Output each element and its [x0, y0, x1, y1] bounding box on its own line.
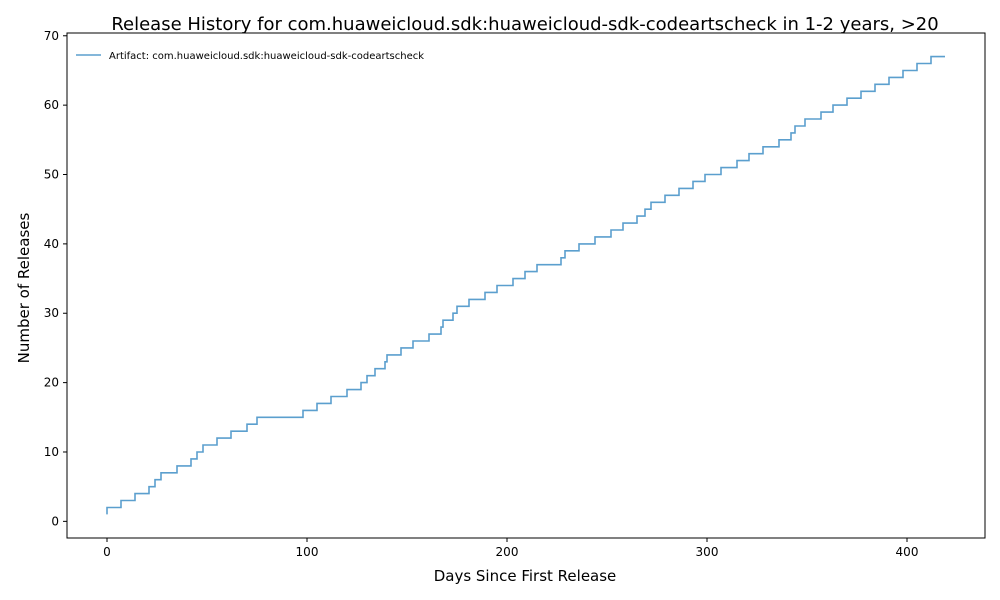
- x-tick-label: 0: [103, 545, 111, 559]
- x-axis: 0 100 200 300 400: [103, 538, 918, 559]
- series-line: [106, 55, 945, 515]
- legend-label: Artifact: com.huaweicloud.sdk:huaweiclou…: [109, 51, 424, 62]
- y-axis: 0 10 20 30 40 50 60 70: [44, 29, 67, 528]
- y-tick-label: 30: [44, 306, 59, 320]
- chart-title: Release History for com.huaweicloud.sdk:…: [111, 14, 938, 35]
- y-tick-label: 0: [51, 514, 59, 528]
- series-layer: [106, 55, 945, 515]
- x-tick-label: 400: [896, 545, 919, 559]
- y-tick-label: 60: [44, 98, 59, 112]
- y-tick-label: 40: [44, 237, 59, 251]
- x-tick-label: 200: [496, 545, 519, 559]
- y-tick-label: 10: [44, 445, 59, 459]
- y-tick-label: 70: [44, 29, 59, 43]
- x-axis-label: Days Since First Release: [434, 567, 617, 585]
- x-tick-label: 300: [696, 545, 719, 559]
- y-tick-label: 20: [44, 376, 59, 390]
- plot-area: [66, 32, 986, 539]
- y-tick-label: 50: [44, 168, 59, 182]
- x-tick-label: 100: [296, 545, 319, 559]
- legend: Artifact: com.huaweicloud.sdk:huaweiclou…: [76, 51, 424, 62]
- y-axis-label: Number of Releases: [15, 212, 33, 363]
